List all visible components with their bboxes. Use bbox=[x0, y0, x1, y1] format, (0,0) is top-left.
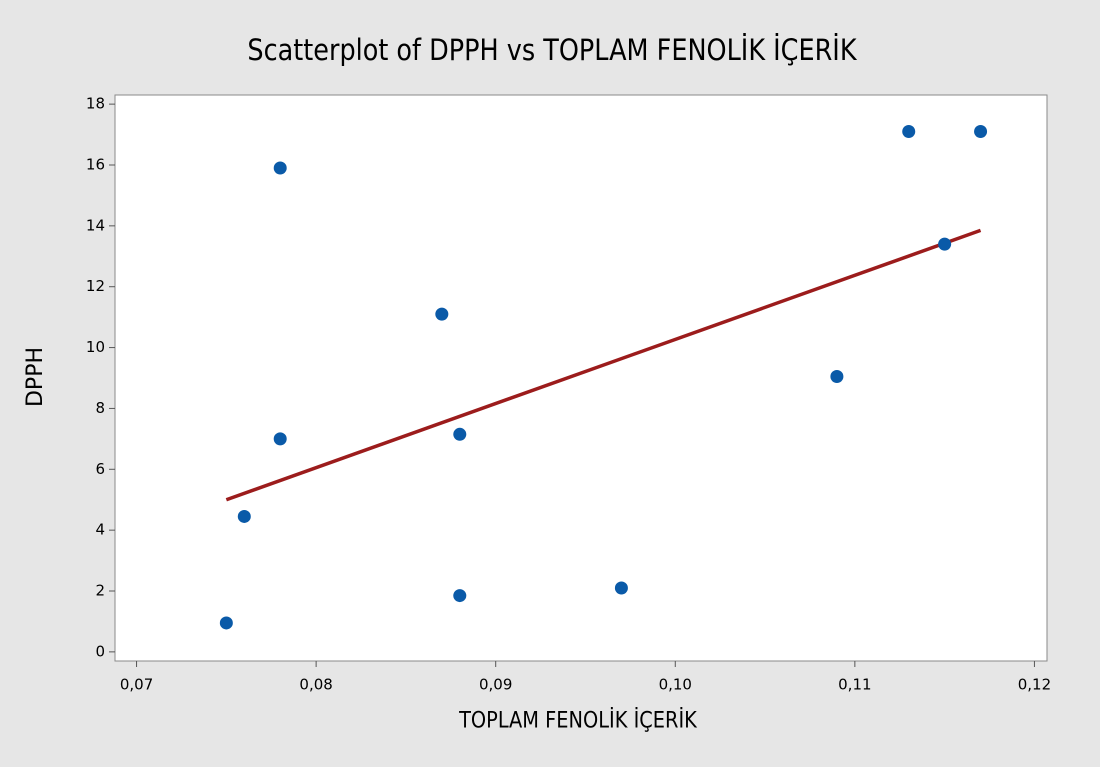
y-tick-label: 10 bbox=[86, 338, 105, 356]
x-tick-label: 0,10 bbox=[659, 676, 692, 694]
chart-title: Scatterplot of DPPH vs TOPLAM FENOLİK İÇ… bbox=[247, 33, 857, 67]
data-point bbox=[830, 369, 844, 383]
y-axis-label: DPPH bbox=[23, 347, 48, 407]
data-point bbox=[219, 616, 233, 630]
y-tick-label: 8 bbox=[95, 399, 105, 417]
y-tick-label: 18 bbox=[86, 95, 105, 113]
y-tick-label: 16 bbox=[86, 155, 105, 173]
y-tick-label: 4 bbox=[95, 521, 105, 539]
plot-area bbox=[114, 94, 1048, 662]
data-point bbox=[453, 427, 467, 441]
y-tick-label: 2 bbox=[95, 582, 105, 600]
data-point bbox=[453, 589, 467, 603]
x-tick-label: 0,08 bbox=[299, 676, 332, 694]
data-point bbox=[902, 125, 916, 139]
data-point bbox=[435, 307, 449, 321]
x-tick-label: 0,12 bbox=[1018, 676, 1051, 694]
x-tick-label: 0,11 bbox=[838, 676, 871, 694]
y-tick-label: 12 bbox=[86, 277, 105, 295]
data-point bbox=[974, 125, 988, 139]
x-tick-label: 0,09 bbox=[479, 676, 512, 694]
y-tick-label: 14 bbox=[86, 216, 105, 234]
y-tick-label: 6 bbox=[95, 460, 105, 478]
y-tick-label: 0 bbox=[95, 642, 105, 660]
data-point bbox=[273, 432, 287, 446]
data-point bbox=[938, 237, 952, 251]
x-axis-label: TOPLAM FENOLİK İÇERİK bbox=[458, 706, 698, 733]
data-point bbox=[614, 581, 628, 595]
data-point bbox=[273, 161, 287, 175]
data-point bbox=[237, 509, 251, 523]
fit-line bbox=[225, 228, 982, 502]
x-tick-label: 0,07 bbox=[120, 676, 153, 694]
